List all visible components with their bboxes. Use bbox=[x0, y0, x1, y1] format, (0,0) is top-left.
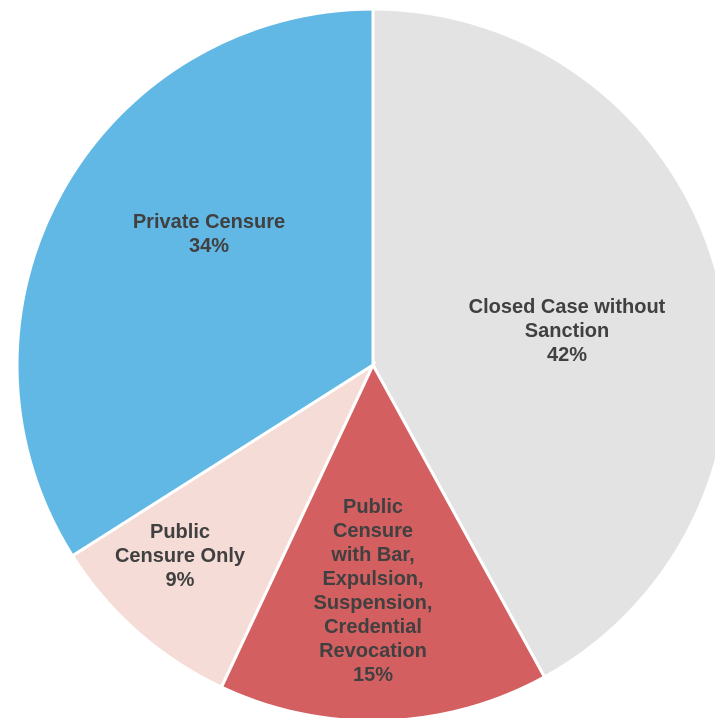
slice-category-label-line: Expulsion, bbox=[322, 568, 423, 590]
pie-slice-label-2: Public Censure Only 9% bbox=[115, 521, 246, 591]
pie-slice-label-3: Private Censure 34% bbox=[133, 211, 285, 257]
slice-category-label-line: with Bar, bbox=[330, 544, 414, 566]
slice-percent-label: 42% bbox=[547, 344, 587, 366]
slice-category-label-line: Private Censure bbox=[133, 211, 285, 233]
pie-slice-3 bbox=[15, 7, 375, 558]
slice-category-label-line: Sanction bbox=[525, 320, 609, 342]
slice-percent-label: 34% bbox=[189, 235, 229, 257]
slices-layer bbox=[15, 7, 715, 718]
slice-category-label-line: Credential bbox=[324, 616, 422, 638]
slice-category-label-line: Suspension, bbox=[314, 592, 433, 614]
pie-slice-label-0: Closed Case without Sanction 42% bbox=[469, 296, 666, 366]
slice-category-label-line: Revocation bbox=[319, 640, 427, 662]
pie-slice-2 bbox=[70, 360, 377, 690]
slice-percent-label: 15% bbox=[353, 664, 393, 686]
pie-slice-label-1: Public Censure with Bar, Expulsion, Suspensi… bbox=[314, 496, 433, 686]
slice-category-label-line: Censure Only bbox=[115, 545, 246, 567]
slice-category-label-line: Public bbox=[150, 521, 210, 543]
slice-category-label-line: Public bbox=[343, 496, 403, 518]
pie-slice-1 bbox=[219, 361, 547, 718]
pie-slice-0 bbox=[371, 7, 715, 680]
slice-category-label-line: Censure bbox=[333, 520, 413, 542]
slice-category-label-line: Closed Case without bbox=[469, 296, 666, 318]
slice-percent-label: 9% bbox=[166, 569, 195, 591]
labels-layer: Closed Case without Sanction 42%Public Cens… bbox=[115, 211, 666, 686]
